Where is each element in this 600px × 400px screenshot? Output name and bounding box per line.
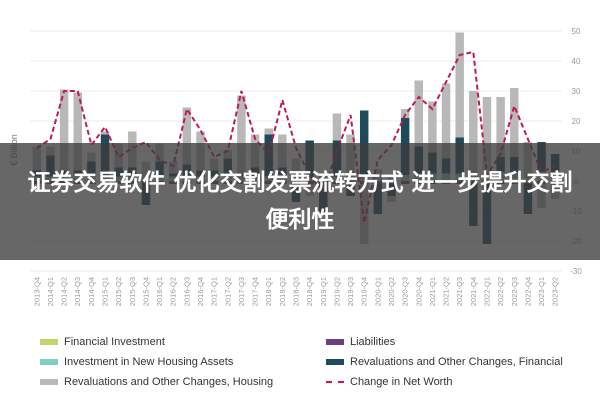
x-tick-label: 2019-Q2	[332, 277, 341, 306]
x-tick-label: 2022-Q1	[483, 277, 492, 306]
x-tick-label: 2018-Q1	[264, 277, 273, 306]
x-tick-label: 2021-Q3	[455, 277, 464, 306]
banner-text: 证券交易软件 优化交割发票流转方式 进一步提升交割便利性	[27, 169, 573, 233]
x-tick-label: 2014-Q2	[60, 277, 69, 306]
x-tick-label: 2015-Q2	[114, 277, 123, 306]
x-tick-label: 2018-Q3	[292, 277, 301, 306]
legend-label: Financial Investment	[64, 336, 165, 348]
legend-swatch	[326, 359, 344, 365]
x-tick-label: 2019-Q3	[346, 277, 355, 306]
y-tick-label: 20	[572, 117, 581, 126]
bar-segment	[59, 89, 69, 171]
x-tick-label: 2013-Q4	[32, 277, 41, 306]
legend-swatch	[326, 381, 344, 383]
x-tick-label: 2022-Q2	[496, 277, 505, 306]
legend-swatch	[40, 379, 58, 385]
x-tick-label: 2022-Q4	[523, 277, 532, 306]
bar-segment	[332, 113, 342, 141]
x-tick-label: 2017-Q2	[223, 277, 232, 306]
x-tick-label: 2020-Q4	[414, 277, 423, 306]
bar-segment	[400, 109, 410, 118]
legend-label: Revaluations and Other Changes, Housing	[64, 376, 274, 388]
legend-item: Revaluations and Other Changes, Financia…	[326, 354, 563, 370]
bar-segment	[100, 131, 110, 135]
x-axis-ticks: 2013-Q4 2014-Q1 2014-Q2 2014-Q3 2014-Q4 2015-…	[32, 277, 559, 306]
x-tick-label: 2018-Q2	[278, 277, 287, 306]
x-tick-label: 2023-Q1	[537, 277, 546, 306]
x-tick-label: 2019-Q1	[319, 277, 328, 306]
legend-item: Revaluations and Other Changes, Housing	[40, 374, 273, 390]
x-tick-label: 2015-Q4	[141, 277, 150, 306]
x-tick-label: 2020-Q1	[373, 277, 382, 306]
x-tick-label: 2017-Q3	[237, 277, 246, 306]
legend-label: Investment in New Housing Assets	[64, 356, 234, 368]
legend-item: Liabilities	[326, 334, 395, 350]
legend-label: Change in Net Worth	[350, 376, 453, 388]
x-tick-label: 2021-Q2	[442, 277, 451, 306]
x-tick-label: 2016-Q1	[155, 277, 164, 306]
x-tick-label: 2018-Q4	[305, 277, 314, 306]
x-tick-label: 2020-Q3	[401, 277, 410, 306]
bar-segment	[237, 95, 246, 174]
x-tick-label: 2014-Q3	[73, 277, 82, 306]
x-tick-label: 2015-Q1	[101, 277, 110, 306]
bar-segment	[482, 97, 492, 172]
x-tick-label: 2016-Q2	[169, 277, 178, 306]
x-tick-label: 2023-Q2	[551, 277, 560, 306]
y-tick-label: 30	[572, 87, 581, 96]
y-tick-label: -30	[570, 267, 582, 276]
legend-item: Investment in New Housing Assets	[40, 354, 233, 370]
bar-segment	[73, 92, 82, 171]
legend-swatch	[40, 359, 58, 365]
bar-segment	[510, 88, 519, 157]
x-tick-label: 2017-Q4	[251, 277, 260, 306]
x-tick-label: 2021-Q4	[469, 277, 478, 306]
bar-segment	[264, 128, 273, 135]
y-tick-label: 50	[572, 27, 581, 36]
x-tick-label: 2014-Q4	[87, 277, 96, 306]
x-tick-label: 2017-Q1	[210, 277, 219, 306]
x-tick-label: 2016-Q4	[196, 277, 205, 306]
bar-segment	[414, 80, 423, 147]
legend-item: Change in Net Worth	[326, 374, 453, 390]
bar-segment	[441, 83, 451, 159]
bar-segment	[496, 97, 505, 157]
legend-swatch	[40, 339, 58, 345]
x-tick-label: 2020-Q2	[387, 277, 396, 306]
legend-label: Revaluations and Other Changes, Financia…	[350, 356, 563, 368]
x-tick-label: 2015-Q3	[128, 277, 137, 306]
bar-segment	[455, 32, 464, 138]
legend-swatch	[326, 339, 344, 345]
x-tick-label: 2019-Q4	[360, 277, 369, 306]
legend-label: Liabilities	[350, 336, 396, 348]
overlay-banner: 证券交易软件 优化交割发票流转方式 进一步提升交割便利性	[0, 143, 600, 260]
legend: Financial Investment Liabilities Investmen…	[40, 334, 580, 394]
x-tick-label: 2021-Q1	[428, 277, 437, 306]
legend-item: Financial Investment	[40, 334, 165, 350]
bar-segment	[428, 101, 437, 153]
x-tick-label: 2022-Q3	[510, 277, 519, 306]
y-tick-label: 40	[572, 57, 581, 66]
x-tick-label: 2014-Q1	[46, 277, 55, 306]
x-tick-label: 2016-Q3	[182, 277, 191, 306]
bar-segment	[182, 107, 192, 165]
bar-segment	[469, 91, 478, 172]
